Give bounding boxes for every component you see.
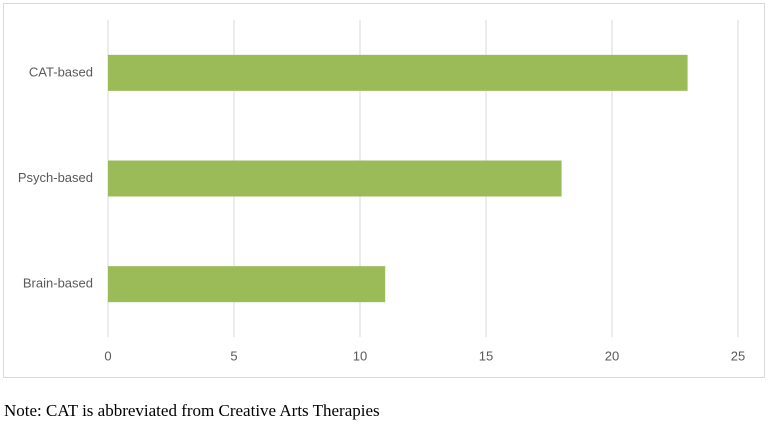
x-tick-label: 5: [230, 348, 237, 363]
bar: [108, 54, 688, 91]
x-tick-label: 25: [731, 348, 745, 363]
x-tick-label: 10: [353, 348, 367, 363]
y-tick-label: Psych-based: [18, 170, 93, 185]
x-tick-label: 20: [605, 348, 619, 363]
bar: [108, 160, 562, 197]
note: Note: CAT is abbreviated from Creative A…: [4, 401, 380, 420]
x-tick-label: 0: [104, 348, 111, 363]
bar: [108, 266, 386, 303]
x-tick-label: 15: [479, 348, 493, 363]
y-tick-label: CAT-based: [29, 64, 93, 79]
y-tick-label: Brain-based: [23, 276, 93, 291]
